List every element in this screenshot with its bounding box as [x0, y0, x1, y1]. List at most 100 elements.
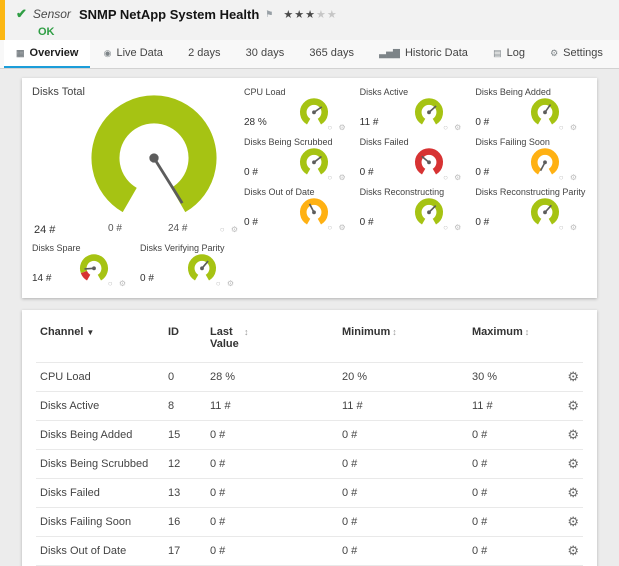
gauge-lookup-icon[interactable]: ○	[327, 123, 335, 132]
gauge-lookup-icon[interactable]: ○	[107, 279, 115, 288]
gauge-lookup-icon[interactable]: ○	[327, 223, 335, 232]
small-gauges-grid: CPU Load 28 % ○ ⚙ Disks Active 11 #	[244, 86, 587, 238]
header-id[interactable]: ID	[168, 326, 179, 338]
gauge-disks-total: Disks Total 24 # 0 # 24 # ○ ⚙	[32, 86, 244, 238]
gauge-settings-icon[interactable]: ⚙	[454, 173, 464, 182]
status-badge: OK	[38, 26, 55, 38]
gauge-settings-icon[interactable]: ⚙	[569, 173, 579, 182]
sort-icon: ↕	[244, 327, 249, 337]
gauge-title: Disks Failing Soon	[475, 137, 550, 147]
gauge-dial	[299, 198, 328, 225]
tab-log[interactable]: ▤ Log	[481, 40, 537, 68]
gauge-value: 0 #	[475, 117, 490, 128]
gauge-disks-active: Disks Active 11 # ○ ⚙	[360, 86, 472, 136]
gauge-settings-icon[interactable]: ⚙	[226, 279, 236, 288]
gauge-disks-failing-soon: Disks Failing Soon 0 # ○ ⚙	[475, 136, 587, 186]
gauge-title: CPU Load	[244, 87, 286, 97]
tab-label: 30 days	[245, 47, 285, 59]
gear-icon: ⚙	[550, 47, 559, 58]
header-last-value[interactable]: Last Value↕	[210, 326, 249, 350]
cell-id: 8	[164, 391, 206, 421]
sort-desc-icon: ▼	[86, 328, 95, 337]
cell-minimum: 0 #	[338, 420, 468, 450]
gauge-settings-icon[interactable]: ⚙	[569, 123, 579, 132]
tab-live-data[interactable]: ◉ Live Data	[92, 40, 175, 68]
gauge-title: Disks Being Scrubbed	[244, 137, 333, 147]
gauge-value: 28 %	[244, 117, 267, 128]
gauge-dial	[530, 198, 559, 225]
cell-minimum: 0 #	[338, 449, 468, 479]
channel-settings-icon[interactable]: ⚙	[567, 543, 579, 558]
gauge-settings-icon[interactable]: ⚙	[454, 223, 464, 232]
tab-label: Live Data	[116, 47, 163, 59]
stars-filled[interactable]: ★★★	[283, 8, 316, 21]
header-actions	[546, 318, 583, 363]
gauge-value: 0 #	[140, 273, 154, 284]
header-maximum[interactable]: Maximum ↕	[472, 326, 530, 338]
gauge-lookup-icon[interactable]: ○	[558, 223, 566, 232]
cell-channel: Disks Failing Soon	[36, 507, 164, 537]
cell-last-value: 0 #	[206, 420, 338, 450]
channel-settings-icon[interactable]: ⚙	[567, 427, 579, 442]
cell-id: 15	[164, 420, 206, 450]
gauge-lookup-icon[interactable]: ○	[219, 225, 227, 234]
gauge-title: Disks Spare	[32, 243, 81, 253]
cell-minimum: 11 #	[338, 391, 468, 421]
channel-settings-icon[interactable]: ⚙	[567, 514, 579, 529]
gauge-value: 0 #	[475, 217, 490, 228]
priority-stars[interactable]: ★★★★★	[283, 8, 337, 21]
gauge-disks-verifying-parity: Disks Verifying Parity 0 # ○ ⚙	[140, 242, 244, 292]
tab-label: Log	[506, 47, 525, 59]
stars-empty[interactable]: ★★	[315, 8, 338, 21]
gauge-cpu-load: CPU Load 28 % ○ ⚙	[244, 86, 356, 136]
header-channel[interactable]: Channel ▼	[40, 326, 95, 338]
gauge-value: 0 #	[359, 217, 374, 228]
gauge-dial	[415, 198, 444, 225]
table-row: Disks Failing Soon 16 0 # 0 # 0 # ⚙	[36, 507, 583, 537]
ok-check-icon: ✔	[16, 6, 27, 21]
gauge-value: 11 #	[359, 117, 379, 128]
gauge-settings-icon[interactable]: ⚙	[338, 123, 348, 132]
tab-365-days[interactable]: 365 days	[297, 40, 366, 68]
cell-maximum: 0 #	[468, 536, 546, 566]
gauge-lookup-icon[interactable]: ○	[327, 173, 335, 182]
cell-maximum: 30 %	[468, 362, 546, 392]
small-gauges-bottom-row: Disks Spare 14 # ○ ⚙ Disks Verifying Par…	[32, 242, 587, 292]
gauge-title: Disks Reconstructing	[359, 187, 445, 197]
table-row: Disks Being Added 15 0 # 0 # 0 # ⚙	[36, 420, 583, 450]
channel-settings-icon[interactable]: ⚙	[567, 456, 579, 471]
gauge-settings-icon[interactable]: ⚙	[338, 173, 348, 182]
gauge-lookup-icon[interactable]: ○	[443, 173, 450, 182]
header-minimum[interactable]: Minimum ↕	[342, 326, 397, 338]
sensor-title: SNMP NetApp System Health	[78, 6, 260, 22]
gauge-settings-icon[interactable]: ⚙	[454, 123, 464, 132]
gauge-lookup-icon[interactable]: ○	[558, 123, 566, 132]
tab-label: 365 days	[309, 47, 355, 59]
gauge-settings-icon[interactable]: ⚙	[338, 223, 348, 232]
gauge-settings-icon[interactable]: ⚙	[230, 225, 240, 234]
tab-overview[interactable]: ▦ Overview	[4, 40, 91, 68]
gauge-lookup-icon[interactable]: ○	[443, 223, 450, 232]
tab-30-days[interactable]: 30 days	[234, 40, 297, 68]
gauge-value: 0 #	[244, 167, 258, 178]
channel-settings-icon[interactable]: ⚙	[567, 398, 579, 413]
gauge-lookup-icon[interactable]: ○	[215, 279, 223, 288]
channel-settings-icon[interactable]: ⚙	[567, 485, 579, 500]
gauge-scale-max: 24 #	[168, 223, 188, 234]
tab-label: Historic Data	[404, 47, 468, 59]
sort-icon: ↕	[392, 327, 397, 337]
cell-id: 13	[164, 478, 206, 508]
channel-settings-icon[interactable]: ⚙	[567, 369, 579, 384]
gauge-title: Disks Active	[359, 87, 409, 97]
sort-icon: ↕	[524, 327, 530, 337]
tab-settings[interactable]: ⚙ Settings	[538, 40, 615, 68]
gauge-settings-icon[interactable]: ⚙	[118, 279, 128, 288]
tab-2-days[interactable]: 2 days	[176, 40, 232, 68]
cell-last-value: 0 #	[206, 478, 338, 508]
gauge-lookup-icon[interactable]: ○	[443, 123, 450, 132]
tab-historic-data[interactable]: ▃▅▇ Historic Data	[367, 40, 480, 68]
gauge-settings-icon[interactable]: ⚙	[569, 223, 579, 232]
flag-icon[interactable]: ⚑	[265, 9, 274, 19]
status-edge-strip	[0, 0, 5, 40]
gauge-lookup-icon[interactable]: ○	[558, 173, 566, 182]
